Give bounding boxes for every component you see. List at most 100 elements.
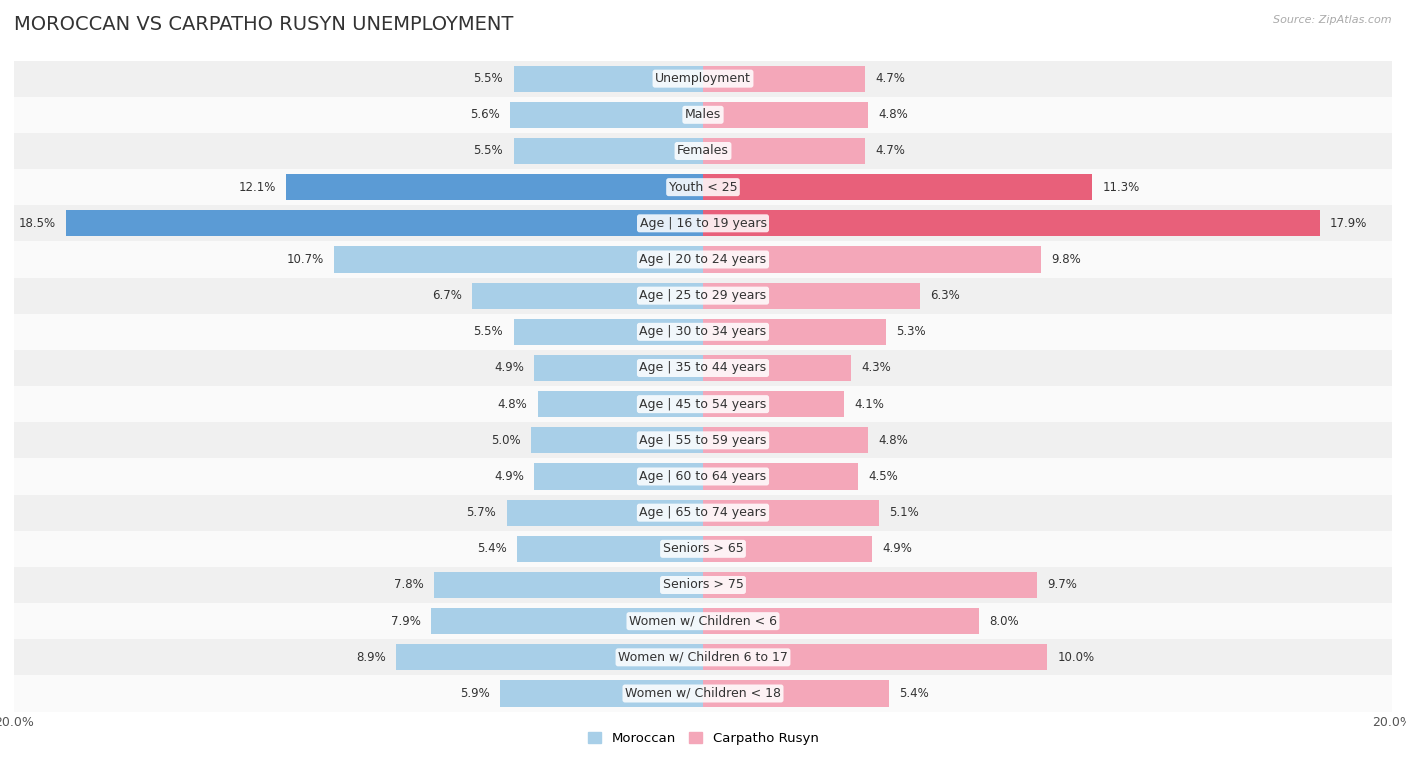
Text: 5.4%: 5.4% <box>477 542 506 556</box>
Text: 4.7%: 4.7% <box>875 145 905 157</box>
Bar <box>430 608 703 634</box>
Bar <box>703 355 851 381</box>
Text: 4.8%: 4.8% <box>879 434 908 447</box>
Bar <box>703 174 1092 200</box>
Bar <box>531 427 703 453</box>
Text: 4.9%: 4.9% <box>882 542 912 556</box>
Text: Age | 25 to 29 years: Age | 25 to 29 years <box>640 289 766 302</box>
Text: 5.1%: 5.1% <box>889 506 918 519</box>
Bar <box>513 138 703 164</box>
Bar <box>287 174 703 200</box>
Text: 12.1%: 12.1% <box>239 181 276 194</box>
Bar <box>703 391 844 417</box>
Bar <box>14 603 1392 639</box>
Bar <box>14 241 1392 278</box>
Bar <box>513 319 703 345</box>
Bar <box>534 463 703 490</box>
Text: 17.9%: 17.9% <box>1330 217 1367 230</box>
Bar <box>14 97 1392 133</box>
Bar <box>14 350 1392 386</box>
Text: 8.0%: 8.0% <box>988 615 1018 628</box>
Bar <box>703 282 920 309</box>
Legend: Moroccan, Carpatho Rusyn: Moroccan, Carpatho Rusyn <box>582 727 824 750</box>
Text: 5.5%: 5.5% <box>474 72 503 85</box>
Text: 7.9%: 7.9% <box>391 615 420 628</box>
Bar <box>703 608 979 634</box>
Bar <box>14 422 1392 459</box>
Bar <box>472 282 703 309</box>
Bar <box>14 386 1392 422</box>
Text: Age | 20 to 24 years: Age | 20 to 24 years <box>640 253 766 266</box>
Bar <box>14 494 1392 531</box>
Text: 5.6%: 5.6% <box>470 108 499 121</box>
Text: Source: ZipAtlas.com: Source: ZipAtlas.com <box>1274 15 1392 25</box>
Text: 4.3%: 4.3% <box>862 362 891 375</box>
Bar <box>14 675 1392 712</box>
Bar <box>703 138 865 164</box>
Bar <box>703 681 889 706</box>
Text: 9.7%: 9.7% <box>1047 578 1077 591</box>
Bar <box>534 355 703 381</box>
Bar <box>506 500 703 525</box>
Bar <box>14 61 1392 97</box>
Text: MOROCCAN VS CARPATHO RUSYN UNEMPLOYMENT: MOROCCAN VS CARPATHO RUSYN UNEMPLOYMENT <box>14 15 513 34</box>
Bar <box>66 210 703 236</box>
Text: Age | 30 to 34 years: Age | 30 to 34 years <box>640 326 766 338</box>
Text: 4.9%: 4.9% <box>494 362 524 375</box>
Bar <box>14 313 1392 350</box>
Bar <box>14 133 1392 169</box>
Bar <box>14 531 1392 567</box>
Text: Age | 60 to 64 years: Age | 60 to 64 years <box>640 470 766 483</box>
Bar <box>14 205 1392 241</box>
Bar <box>14 567 1392 603</box>
Bar <box>703 572 1038 598</box>
Bar <box>335 247 703 273</box>
Text: 4.1%: 4.1% <box>855 397 884 410</box>
Bar <box>14 459 1392 494</box>
Text: Age | 45 to 54 years: Age | 45 to 54 years <box>640 397 766 410</box>
Bar <box>434 572 703 598</box>
Text: 10.7%: 10.7% <box>287 253 323 266</box>
Text: Youth < 25: Youth < 25 <box>669 181 737 194</box>
Text: 5.3%: 5.3% <box>896 326 925 338</box>
Text: Seniors > 65: Seniors > 65 <box>662 542 744 556</box>
Bar <box>499 681 703 706</box>
Text: Unemployment: Unemployment <box>655 72 751 85</box>
Text: Women w/ Children < 18: Women w/ Children < 18 <box>626 687 780 700</box>
Text: 5.5%: 5.5% <box>474 326 503 338</box>
Text: Males: Males <box>685 108 721 121</box>
Text: Age | 55 to 59 years: Age | 55 to 59 years <box>640 434 766 447</box>
Text: 9.8%: 9.8% <box>1050 253 1081 266</box>
Text: Seniors > 75: Seniors > 75 <box>662 578 744 591</box>
Text: Age | 16 to 19 years: Age | 16 to 19 years <box>640 217 766 230</box>
Bar <box>703 319 886 345</box>
Bar <box>517 536 703 562</box>
Text: 4.8%: 4.8% <box>498 397 527 410</box>
Bar <box>14 278 1392 313</box>
Bar <box>14 169 1392 205</box>
Text: 4.7%: 4.7% <box>875 72 905 85</box>
Text: 5.0%: 5.0% <box>491 434 520 447</box>
Bar <box>703 644 1047 671</box>
Bar <box>510 101 703 128</box>
Text: 5.4%: 5.4% <box>900 687 929 700</box>
Text: 7.8%: 7.8% <box>394 578 425 591</box>
Text: 5.9%: 5.9% <box>460 687 489 700</box>
Text: 4.9%: 4.9% <box>494 470 524 483</box>
Bar <box>703 463 858 490</box>
Text: 5.5%: 5.5% <box>474 145 503 157</box>
Text: 4.8%: 4.8% <box>879 108 908 121</box>
Bar <box>703 247 1040 273</box>
Text: 6.3%: 6.3% <box>931 289 960 302</box>
Text: Females: Females <box>678 145 728 157</box>
Text: 5.7%: 5.7% <box>467 506 496 519</box>
Text: Age | 65 to 74 years: Age | 65 to 74 years <box>640 506 766 519</box>
Bar <box>703 210 1320 236</box>
Bar <box>703 536 872 562</box>
Text: 10.0%: 10.0% <box>1057 651 1095 664</box>
Text: Women w/ Children 6 to 17: Women w/ Children 6 to 17 <box>619 651 787 664</box>
Text: 6.7%: 6.7% <box>432 289 461 302</box>
Text: 18.5%: 18.5% <box>18 217 55 230</box>
Bar <box>537 391 703 417</box>
Bar <box>703 66 865 92</box>
